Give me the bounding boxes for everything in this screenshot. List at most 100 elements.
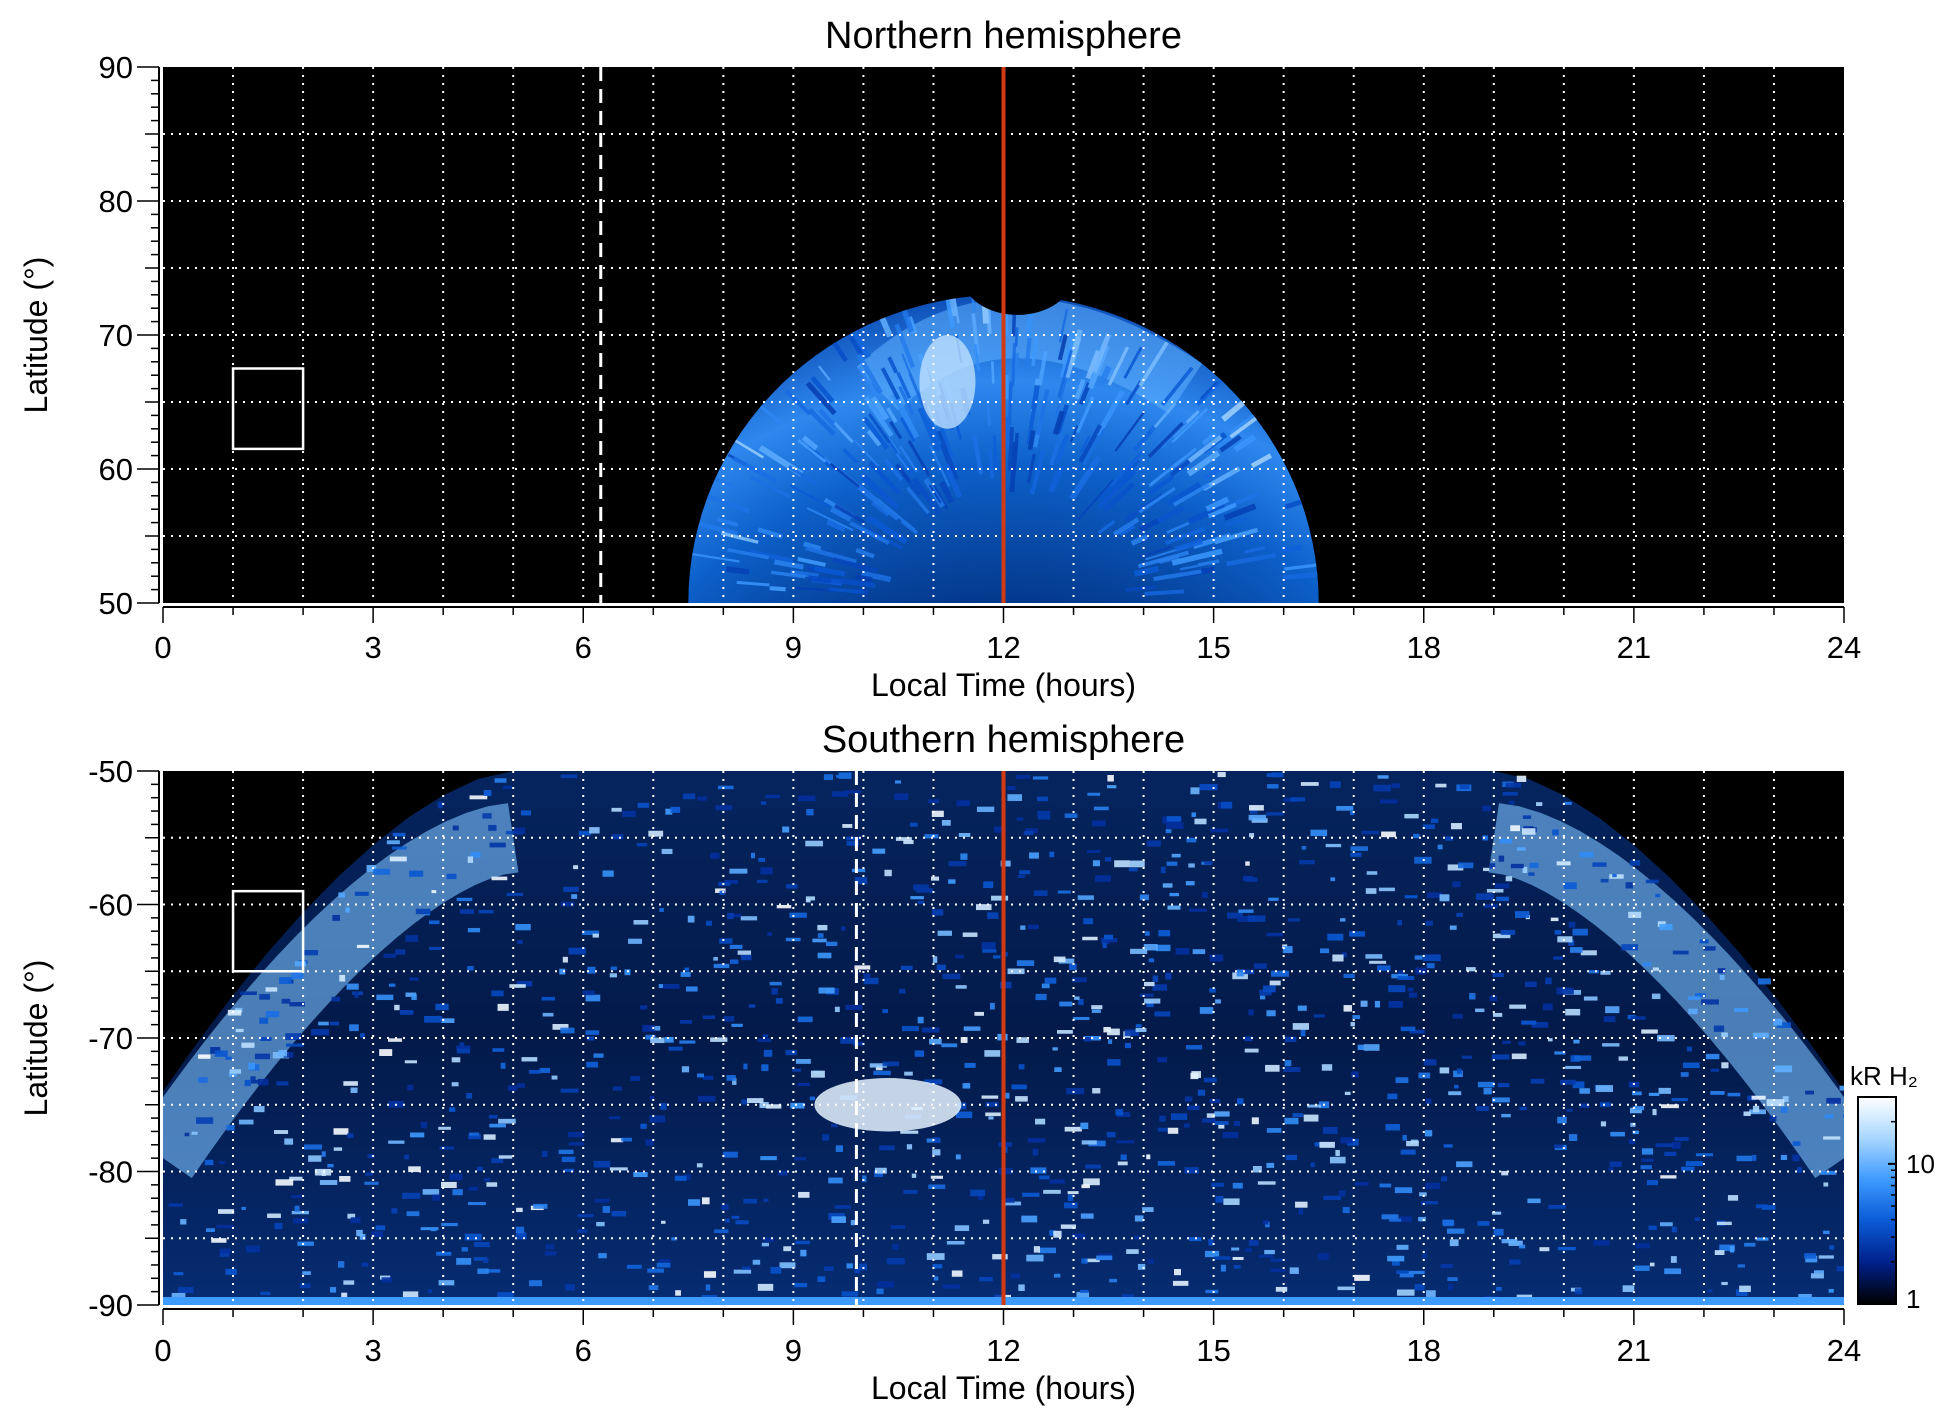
emission-speckle bbox=[1251, 1117, 1259, 1125]
emission-speckle bbox=[561, 1156, 576, 1163]
emission-speckle bbox=[725, 1218, 730, 1223]
emission-speckle bbox=[1092, 820, 1106, 827]
emission-speckle bbox=[1719, 1244, 1735, 1252]
emission-speckle bbox=[509, 984, 526, 988]
emission-speckle bbox=[981, 1095, 999, 1099]
emission-speckle bbox=[388, 1140, 405, 1144]
emission-speckle bbox=[241, 1042, 255, 1048]
emission-speckle bbox=[1081, 1184, 1090, 1189]
emission-speckle bbox=[1243, 969, 1255, 975]
emission-speckle bbox=[1755, 1204, 1768, 1209]
emission-speckle bbox=[1295, 1201, 1308, 1208]
emission-speckle bbox=[1531, 1021, 1549, 1028]
emission-speckle bbox=[779, 1262, 796, 1269]
emission-speckle bbox=[533, 1203, 548, 1209]
emission-speckle bbox=[757, 1283, 774, 1291]
emission-speckle bbox=[279, 977, 292, 984]
emission-speckle bbox=[1044, 977, 1057, 984]
emission-streak bbox=[945, 299, 955, 328]
emission-speckle bbox=[1454, 1084, 1459, 1089]
emission-speckle bbox=[1252, 1165, 1262, 1173]
emission-speckle bbox=[1641, 1148, 1654, 1155]
emission-speckle bbox=[892, 1244, 900, 1250]
emission-speckle bbox=[1233, 1121, 1241, 1126]
x-tick-label: 15 bbox=[1196, 1333, 1230, 1368]
emission-speckle bbox=[1396, 1244, 1409, 1250]
emission-speckle bbox=[740, 954, 752, 961]
emission-streak bbox=[1166, 481, 1202, 507]
emission-speckle bbox=[981, 942, 996, 949]
emission-speckle bbox=[795, 1240, 810, 1245]
emission-speckle bbox=[1354, 1181, 1369, 1186]
emission-speckle bbox=[586, 1061, 599, 1068]
emission-speckle bbox=[1269, 980, 1281, 986]
emission-speckle bbox=[409, 870, 424, 877]
emission-speckle bbox=[1027, 1138, 1046, 1143]
emission-streak bbox=[1186, 450, 1221, 477]
emission-speckle bbox=[649, 1115, 666, 1123]
emission-streak bbox=[1058, 308, 1069, 343]
emission-speckle bbox=[564, 1168, 574, 1172]
emission-speckle bbox=[1425, 1182, 1441, 1190]
emission-streak bbox=[1007, 427, 1014, 471]
emission-speckle bbox=[1248, 1009, 1254, 1016]
emission-streak bbox=[1233, 434, 1257, 453]
emission-speckle bbox=[671, 1237, 677, 1241]
emission-speckle bbox=[407, 1084, 414, 1091]
emission-speckle bbox=[914, 1050, 925, 1057]
emission-speckle bbox=[835, 1145, 843, 1152]
emission-speckle bbox=[1303, 1114, 1319, 1122]
emission-speckle bbox=[1671, 1141, 1681, 1149]
emission-speckle bbox=[1752, 1154, 1757, 1161]
emission-speckle bbox=[948, 879, 956, 884]
emission-speckle bbox=[687, 915, 695, 923]
emission-streak bbox=[692, 552, 740, 563]
emission-speckle bbox=[451, 1057, 461, 1063]
emission-speckle bbox=[862, 1175, 867, 1183]
emission-speckle bbox=[1066, 1088, 1085, 1095]
southern-hemisphere-panel: Southern hemisphere -50 -60 -70 -80 -90 0 3 6 9… bbox=[18, 719, 1861, 1406]
emission-speckle bbox=[817, 1276, 826, 1282]
emission-speckle bbox=[741, 1099, 748, 1105]
emission-streak bbox=[1153, 569, 1202, 582]
emission-speckle bbox=[727, 912, 734, 920]
emission-speckle bbox=[670, 806, 681, 813]
emission-speckle bbox=[428, 920, 440, 925]
emission-speckle bbox=[1630, 1016, 1646, 1020]
emission-speckle bbox=[229, 1069, 242, 1074]
emission-speckle bbox=[1054, 1067, 1062, 1073]
emission-speckle bbox=[1381, 831, 1396, 838]
emission-speckle bbox=[955, 954, 964, 959]
emission-speckle bbox=[1492, 1012, 1503, 1017]
emission-speckle bbox=[769, 981, 782, 986]
emission-speckle bbox=[1395, 1077, 1409, 1084]
emission-speckle bbox=[650, 1025, 661, 1031]
emission-speckle bbox=[1388, 1001, 1403, 1008]
emission-streak bbox=[1244, 546, 1266, 554]
emission-speckle bbox=[1060, 1224, 1077, 1229]
emission-speckle bbox=[275, 1179, 294, 1186]
emission-speckle bbox=[285, 1033, 302, 1040]
emission-speckle bbox=[424, 1015, 443, 1023]
emission-speckle bbox=[1108, 1039, 1113, 1044]
emission-speckle bbox=[1399, 1273, 1414, 1278]
emission-speckle bbox=[1124, 1029, 1140, 1037]
emission-speckle bbox=[1719, 974, 1725, 980]
emission-speckle bbox=[1211, 1182, 1224, 1187]
emission-speckle bbox=[841, 1291, 859, 1297]
emission-speckle bbox=[1632, 1130, 1639, 1135]
emission-speckle bbox=[214, 1050, 228, 1057]
emission-speckle bbox=[894, 793, 909, 801]
emission-speckle bbox=[828, 1177, 843, 1184]
emission-speckle bbox=[1091, 1009, 1101, 1013]
emission-streak bbox=[773, 559, 804, 570]
emission-speckle bbox=[327, 1163, 334, 1168]
emission-speckle bbox=[1629, 1107, 1642, 1114]
emission-streak bbox=[1138, 341, 1169, 387]
emission-streak bbox=[1054, 378, 1068, 419]
emission-speckle bbox=[1271, 772, 1284, 778]
emission-speckle bbox=[515, 1232, 527, 1240]
emission-streak bbox=[1161, 366, 1194, 406]
emission-speckle bbox=[467, 1202, 486, 1206]
emission-speckle bbox=[1139, 993, 1154, 997]
